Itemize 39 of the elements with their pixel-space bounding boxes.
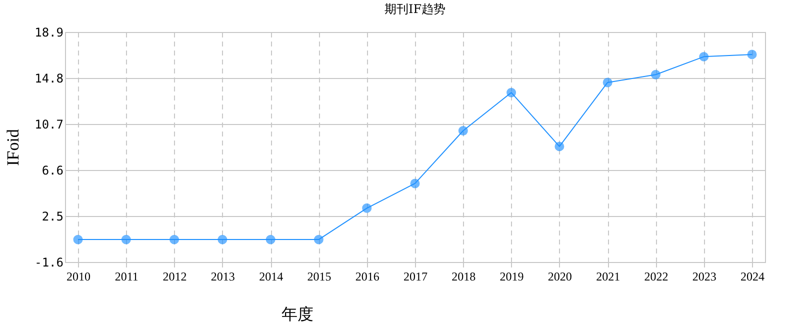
x-tick-label: 2013 [210, 270, 235, 284]
point [121, 234, 131, 244]
y-tick-label: 6.6 [42, 164, 64, 178]
y-tick-label: -1.6 [34, 256, 64, 270]
x-tick-label: 2017 [404, 270, 428, 284]
y-tick-label: 2.5 [42, 210, 64, 224]
chart-title: 期刊IF趋势 [384, 2, 446, 16]
point [314, 234, 324, 244]
point [218, 234, 228, 244]
point [362, 203, 372, 213]
point [506, 88, 516, 98]
point [266, 234, 276, 244]
x-tick-label: 2011 [114, 270, 138, 284]
x-tick-label: 2022 [644, 270, 668, 284]
x-tick-label: 2021 [596, 270, 620, 284]
x-tick-label: 2023 [692, 270, 716, 284]
y-tick-label: 18.9 [34, 26, 64, 40]
x-tick-label: 2016 [355, 270, 380, 284]
x-tick-label: 2019 [500, 270, 524, 284]
point [747, 50, 757, 60]
y-tick-label: 10.7 [34, 118, 64, 132]
x-tick-label: 2012 [162, 270, 187, 284]
point [650, 70, 660, 80]
y-axis-title: IFoid [4, 128, 23, 166]
x-tick-label: 2018 [452, 270, 476, 284]
point [458, 126, 468, 136]
x-tick-label: 2015 [307, 270, 332, 284]
point [410, 178, 420, 188]
x-tick-label: 2010 [66, 270, 90, 284]
point [170, 234, 180, 244]
y-tick-label: 14.8 [34, 72, 64, 86]
point [554, 142, 564, 152]
point [602, 78, 612, 88]
x-tick-label: 2020 [548, 270, 572, 284]
point [73, 234, 83, 244]
x-tick-label: 2014 [259, 270, 284, 284]
x-axis-title: 年度 [282, 304, 314, 324]
x-tick-label: 2024 [740, 270, 764, 284]
point [699, 52, 709, 62]
